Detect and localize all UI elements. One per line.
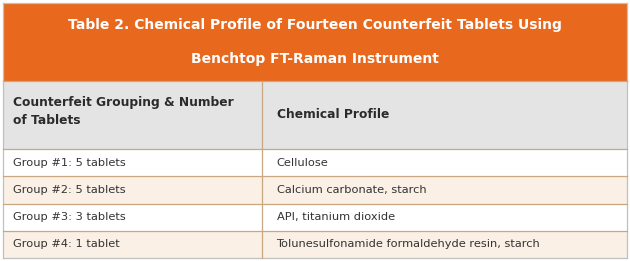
Text: Benchtop FT-Raman Instrument: Benchtop FT-Raman Instrument <box>191 52 439 66</box>
Text: API, titanium dioxide: API, titanium dioxide <box>277 212 394 222</box>
Text: Group #4: 1 tablet: Group #4: 1 tablet <box>13 239 120 249</box>
Text: Table 2. Chemical Profile of Fourteen Counterfeit Tablets Using: Table 2. Chemical Profile of Fourteen Co… <box>68 18 562 32</box>
Text: Group #2: 5 tablets: Group #2: 5 tablets <box>13 185 126 195</box>
Bar <box>3 149 627 176</box>
Text: Cellulose: Cellulose <box>277 158 328 168</box>
Bar <box>3 176 627 204</box>
Text: Chemical Profile: Chemical Profile <box>277 109 389 122</box>
Bar <box>3 3 627 81</box>
Text: Group #3: 3 tablets: Group #3: 3 tablets <box>13 212 126 222</box>
Text: Counterfeit Grouping & Number
of Tablets: Counterfeit Grouping & Number of Tablets <box>13 96 234 127</box>
Bar <box>3 204 627 231</box>
Text: Tolunesulfonamide formaldehyde resin, starch: Tolunesulfonamide formaldehyde resin, st… <box>277 239 541 249</box>
Bar <box>3 81 627 149</box>
Text: Group #1: 5 tablets: Group #1: 5 tablets <box>13 158 126 168</box>
Text: Calcium carbonate, starch: Calcium carbonate, starch <box>277 185 426 195</box>
Bar <box>3 231 627 258</box>
